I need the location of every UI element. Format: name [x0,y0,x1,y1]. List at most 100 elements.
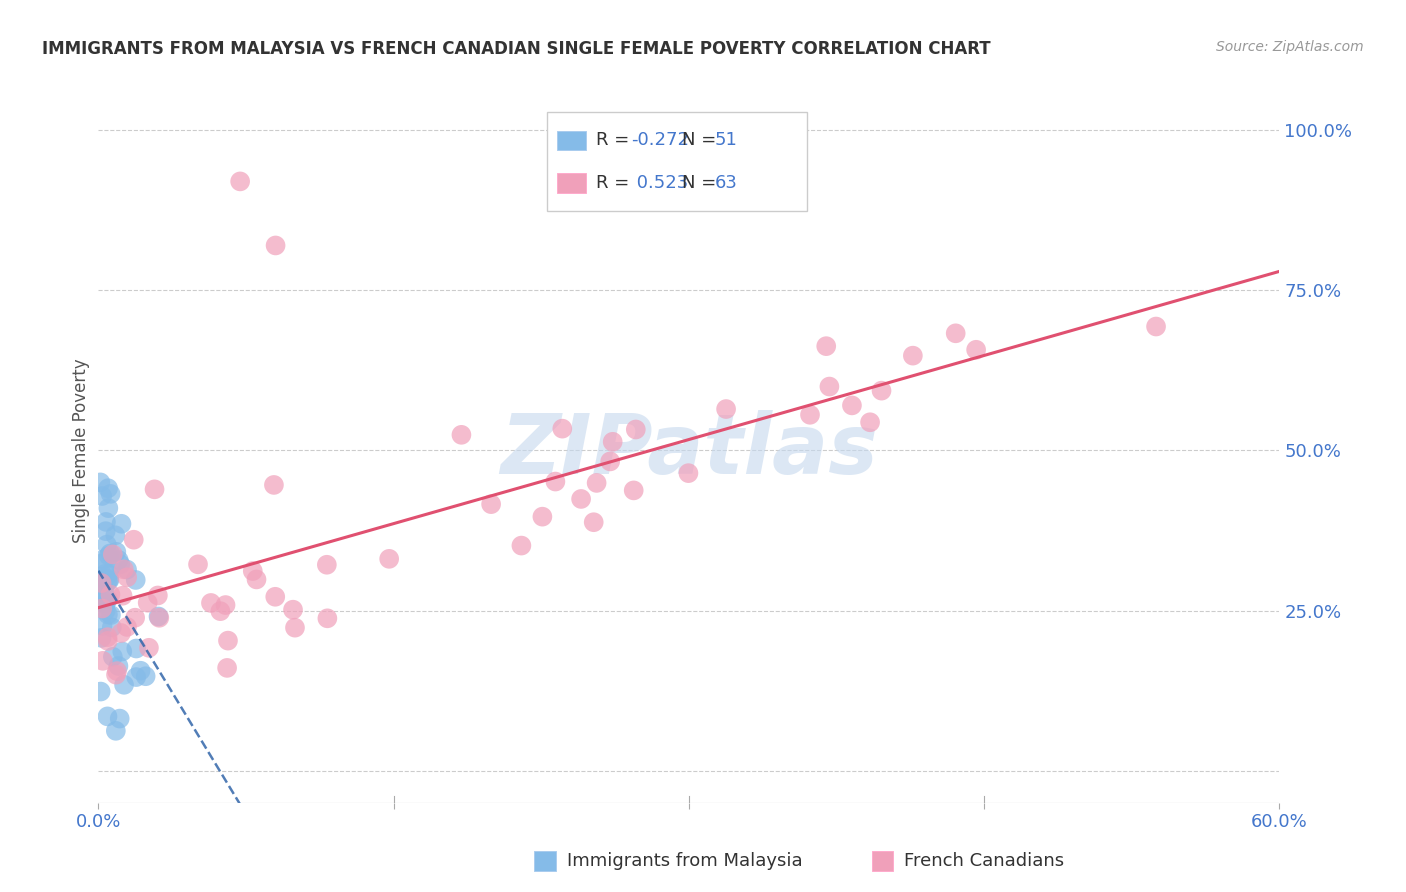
Point [97,481,120,495]
Point [815,339,838,353]
Point [965,343,987,357]
Point [89,475,111,490]
Point [115,620,138,634]
Point [93,596,115,610]
Point [94,524,117,538]
Point [217,661,239,675]
Point [129,664,152,678]
Point [96,575,118,590]
Point [90,576,112,591]
Point [89,578,111,592]
Text: IMMIGRANTS FROM MALAYSIA VS FRENCH CANADIAN SINGLE FEMALE POVERTY CORRELATION CH: IMMIGRANTS FROM MALAYSIA VS FRENCH CANAD… [42,40,991,58]
Point [94,515,117,529]
Text: 51: 51 [714,131,738,149]
Point [93,582,115,597]
Point [89,569,111,583]
Point [122,533,145,547]
Text: R =: R = [596,174,634,192]
Text: French Canadians: French Canadians [904,852,1064,870]
Point [111,589,134,603]
Point [91,601,114,615]
Point [945,326,967,341]
Point [100,607,122,622]
Point [378,551,401,566]
Point [187,558,209,572]
Point [98,573,121,587]
Point [229,174,252,188]
Point [263,478,285,492]
Point [97,501,120,516]
Point [111,644,134,658]
Point [93,593,115,607]
Text: N =: N = [682,174,721,192]
Point [96,709,118,723]
Point [479,497,502,511]
Point [91,557,114,571]
Point [582,515,605,529]
Text: ZIPatlas: ZIPatlas [501,410,877,491]
Point [107,553,129,567]
Point [97,592,120,607]
Point [108,712,131,726]
Point [602,434,624,449]
Point [104,723,127,738]
Text: Immigrants from Malaysia: Immigrants from Malaysia [567,852,803,870]
Point [97,549,120,563]
Point [124,610,146,624]
Point [91,619,114,633]
Point [623,483,645,498]
Point [91,489,114,503]
Point [148,611,170,625]
Point [110,626,132,640]
Point [599,454,621,468]
Point [110,516,132,531]
Point [112,678,135,692]
Point [264,590,287,604]
Point [200,596,222,610]
Point [115,563,138,577]
Point [678,466,700,480]
Point [870,384,893,398]
Point [214,598,236,612]
Point [112,562,135,576]
Text: R =: R = [596,131,634,149]
Point [100,588,122,602]
Point [107,659,129,673]
Point [125,670,148,684]
Point [245,573,267,587]
Point [242,564,264,578]
Point [264,238,287,252]
Point [510,539,533,553]
Text: Source: ZipAtlas.com: Source: ZipAtlas.com [1216,40,1364,54]
Point [98,546,121,560]
Point [841,398,863,412]
Point [91,654,114,668]
Point [135,669,157,683]
Point [90,684,112,698]
Point [901,349,924,363]
Point [624,422,647,436]
Point [90,631,112,645]
Point [146,589,169,603]
Point [799,408,821,422]
Point [315,558,337,572]
Point [94,566,117,581]
Point [125,641,148,656]
Point [143,483,166,497]
Point [136,596,159,610]
Point [284,621,307,635]
Point [101,548,124,562]
Point [98,567,121,582]
Point [115,570,138,584]
Point [96,538,118,552]
Point [209,604,232,618]
Point [97,607,120,622]
Point [93,552,115,566]
Point [105,664,128,678]
Point [110,558,132,572]
Point [1144,319,1167,334]
Point [94,597,117,611]
Point [551,422,574,436]
Y-axis label: Single Female Poverty: Single Female Poverty [72,359,90,542]
Point [585,475,607,490]
